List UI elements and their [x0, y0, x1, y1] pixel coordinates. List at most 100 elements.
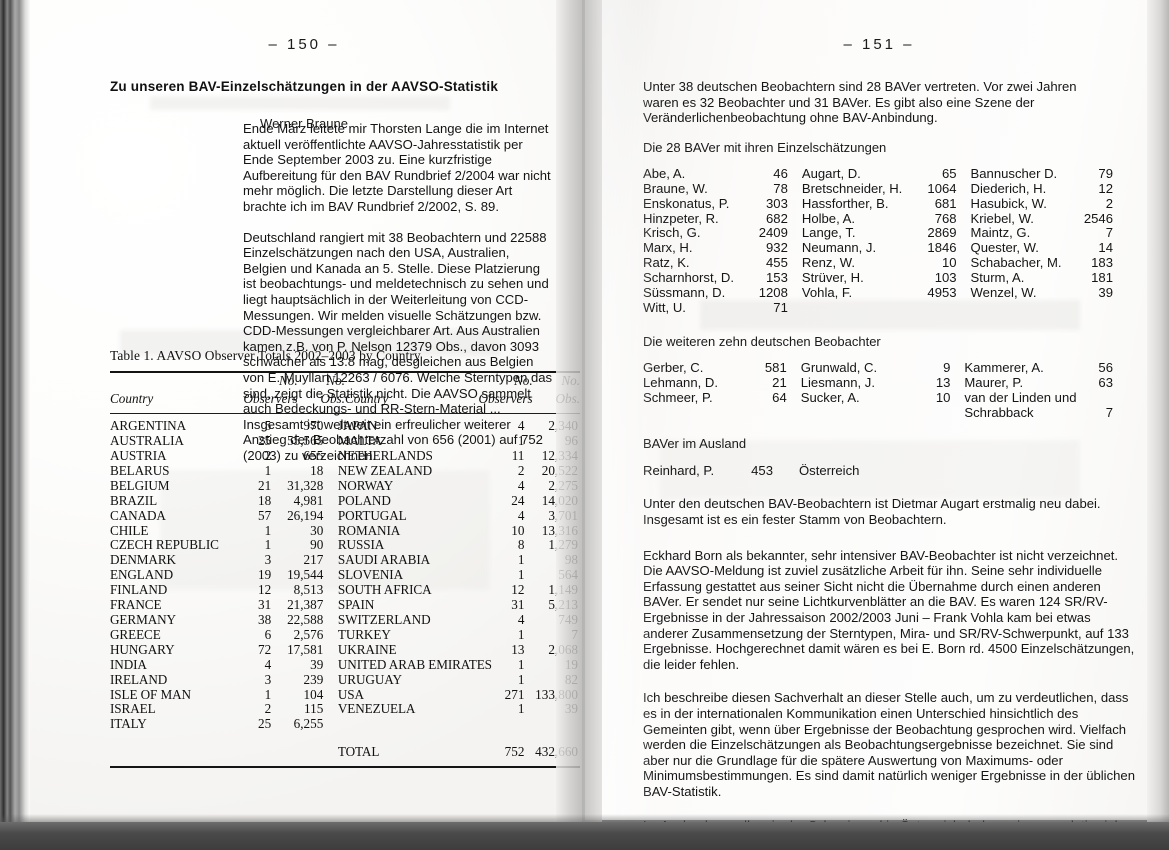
cell-gap	[325, 434, 338, 449]
cell-obs: 115	[304, 701, 324, 717]
name-row: Schrabback 7	[643, 404, 1113, 421]
cell-observers: 72	[257, 641, 272, 657]
observer-count: 183	[1091, 255, 1113, 271]
cell-observers: 4	[517, 611, 525, 627]
observer-count: 2869	[927, 225, 957, 241]
right-page-sheet	[585, 0, 1169, 820]
cell-observers: 4	[517, 418, 525, 434]
scan-smudge	[660, 440, 1080, 500]
article-author: Werner Braune	[260, 116, 348, 131]
observer-count: 455	[766, 255, 788, 271]
cell-observers: 19	[257, 567, 272, 583]
observer-count: 10	[941, 255, 957, 271]
cell-observers: 10	[511, 522, 525, 538]
table-header-row-bottom: Country Observers Obs. Country Observers…	[110, 391, 580, 409]
cell-country: GREECE	[110, 626, 161, 642]
observer-count: 13	[935, 374, 951, 390]
cell-observers: 1	[517, 671, 525, 687]
observer-name: Bretschneider, H.	[801, 180, 903, 196]
observer-name: Sucker, A.	[800, 389, 860, 405]
cell-country	[338, 717, 492, 732]
name-row: Krisch, G. 2409 Lange, T. 2869 Maintz, G. 7	[643, 226, 1113, 241]
observer-count: 581	[764, 359, 787, 375]
table-header-row-top: No. No. No. No.	[110, 373, 580, 391]
table-row: ISLE OF MAN1104USA271133,800	[110, 686, 580, 703]
cell-country: AUSTRIA	[110, 448, 167, 463]
paragraph: Ende März leitete mir Thorsten Lange die…	[243, 121, 551, 214]
cell-observers: 8	[517, 537, 525, 553]
cell-gap	[325, 717, 338, 732]
cell-observers: 3	[264, 671, 272, 687]
cell-gap	[325, 658, 338, 673]
cell-observers: 38	[257, 611, 272, 627]
table-row: CHILE130ROMANIA1013,316	[110, 522, 580, 539]
cell-observers: 21	[257, 477, 272, 493]
scan-smudge	[120, 330, 500, 356]
observer-name: Diederich, H.	[970, 180, 1047, 196]
observer-name: Ratz, K.	[643, 255, 690, 271]
observer-name: Braune, W.	[643, 180, 708, 196]
observer-name: Witt, U.	[643, 299, 686, 315]
cell-obs: 970	[303, 418, 324, 434]
cell-country: SAUDI ARABIA	[337, 552, 431, 568]
cell-observers: 1	[517, 656, 525, 672]
observer-name	[802, 301, 916, 316]
cell-country: CHILE	[110, 522, 149, 538]
cell-obs: 26,194	[287, 507, 324, 523]
cell-gap	[325, 509, 338, 524]
observer-count: 1208	[758, 285, 788, 301]
scan-right-edge	[1147, 0, 1169, 822]
cell-country: BRAZIL	[110, 492, 158, 508]
cell-obs: 18	[310, 462, 324, 478]
observer-name: Schabacher, M.	[970, 255, 1062, 271]
observer-count: 39	[1098, 285, 1113, 301]
cell-observers: 24	[511, 492, 525, 508]
cell-country: FRANCE	[110, 597, 162, 613]
observer-name: Enskonatus, P.	[643, 195, 730, 211]
observer-name: Holbe, A.	[801, 210, 856, 226]
observer-count: 1846	[927, 240, 957, 256]
heading-further-observers: Die weiteren zehn deutschen Beobachter	[643, 333, 881, 349]
cell-observers: 1	[517, 567, 525, 583]
cell-country: UNITED ARAB EMIRATES	[337, 656, 492, 672]
observer-name: Strüver, H.	[801, 270, 864, 286]
observer-name: Schrabback	[964, 404, 1034, 420]
observer-count: 181	[1091, 270, 1113, 286]
cell-country: SWITZERLAND	[337, 611, 431, 627]
observer-count: 103	[934, 270, 957, 286]
observer-count: 7	[1105, 404, 1113, 420]
name-row: Süssmann, D. 1208 Vohla, F. 4953 Wenzel, W. 3…	[643, 285, 1113, 301]
cell-country: ISLE OF MAN	[110, 686, 191, 702]
cell-obs: 39	[310, 656, 324, 672]
cell-gap	[325, 538, 338, 553]
observer-name: Maurer, P.	[964, 374, 1024, 390]
observer-count: 4953	[927, 285, 957, 301]
observer-name: Augart, D.	[801, 165, 861, 181]
table-row: AUSTRIA2655NETHERLANDS1112,334	[110, 448, 580, 464]
table-row: ISRAEL2115VENEZUELA139	[110, 702, 580, 717]
cell-country: ROMANIA	[337, 522, 401, 538]
paragraph: Ich beschreibe diesen Sachverhalt an die…	[643, 690, 1135, 799]
cell-obs: 31,328	[287, 477, 324, 493]
col-header-country: Country	[110, 391, 154, 406]
cell-country: CANADA	[110, 507, 166, 523]
cell-gap	[325, 479, 338, 494]
observer-name: Marx, H.	[643, 240, 693, 256]
cell-observers: 5	[264, 418, 272, 434]
cell-country: SPAIN	[337, 597, 375, 613]
cell-country: SLOVENIA	[337, 567, 403, 583]
observer-name: Lehmann, D.	[643, 374, 718, 390]
cell-country: DENMARK	[110, 552, 176, 568]
cell-country: USA	[337, 686, 364, 702]
observer-count: 10	[935, 389, 951, 405]
observer-name	[801, 406, 911, 421]
cell-gap	[325, 464, 338, 479]
observer-count: 682	[766, 210, 788, 226]
cell-observers: 18	[257, 492, 272, 508]
abroad-value: 453	[751, 463, 773, 479]
